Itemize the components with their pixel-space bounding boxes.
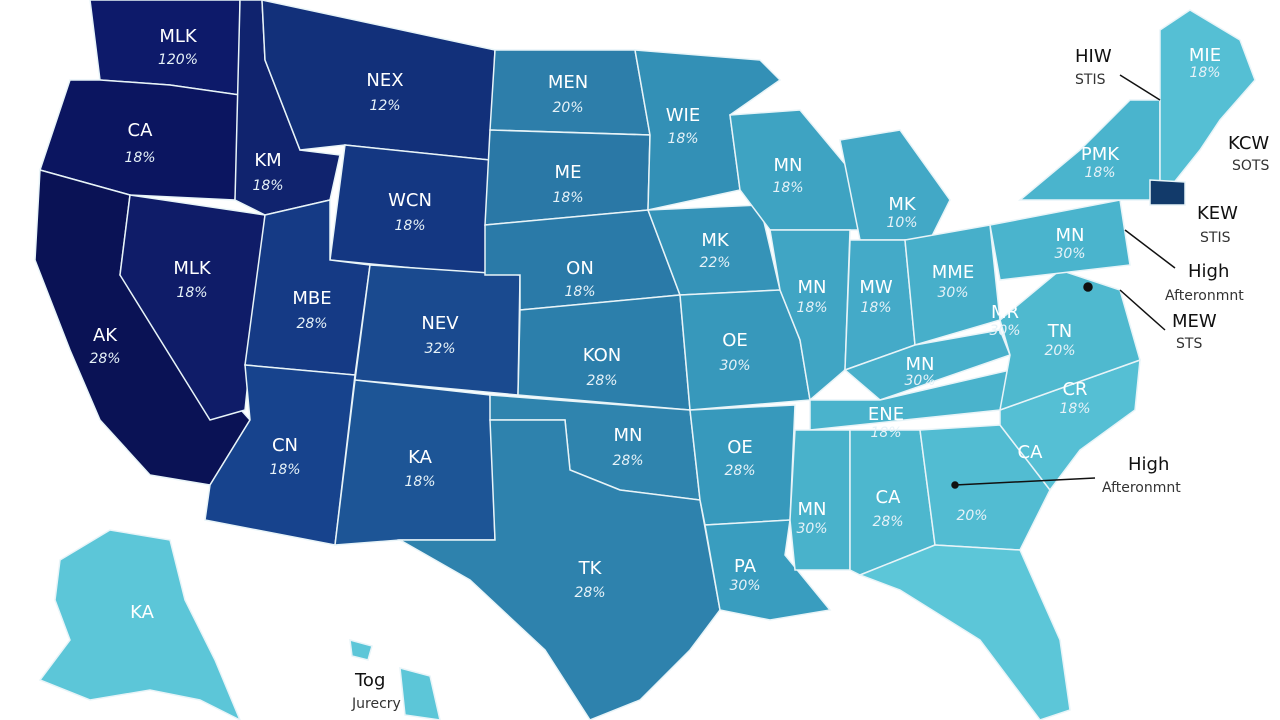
- region-label: TN: [1047, 321, 1072, 342]
- region-label: MN: [906, 354, 935, 375]
- region-label: AK: [93, 325, 118, 346]
- callout-subtitle: SOTS: [1232, 158, 1269, 174]
- region-labels: MLK 120% CA 18% KM 18% NEX 12% MEN 20% M…: [89, 26, 1221, 623]
- footer-title: Tog: [354, 670, 385, 691]
- region-label: MN: [1056, 225, 1085, 246]
- region-label: MK: [888, 194, 917, 215]
- region-value: 18%: [1084, 165, 1115, 181]
- region-label: OE: [727, 437, 753, 458]
- region-label: ON: [566, 258, 594, 279]
- region-value: 18%: [552, 190, 583, 206]
- region-value: 18%: [564, 284, 595, 300]
- callout-title: High: [1128, 454, 1169, 475]
- callouts: HIW STIS KCW SOTS KEW STIS High Afteronm…: [351, 46, 1269, 712]
- region-value: 18%: [667, 131, 698, 147]
- region-value: 28%: [574, 585, 605, 601]
- region-label: MLK: [173, 258, 212, 279]
- region-label: CN: [272, 435, 298, 456]
- region-label: WIE: [666, 105, 700, 126]
- region-value: 18%: [1189, 65, 1220, 81]
- region-label: CA: [1018, 442, 1044, 463]
- region-value: 18%: [860, 300, 891, 316]
- region-label: MIE: [1189, 45, 1221, 66]
- region-value: 12%: [369, 98, 400, 114]
- callout-title: KCW: [1228, 133, 1269, 154]
- region-label: KA: [130, 602, 154, 623]
- region-label: NEV: [421, 313, 459, 334]
- region-value: 22%: [699, 255, 730, 271]
- region-value: 18%: [269, 462, 300, 478]
- callout-title: KEW: [1197, 203, 1238, 224]
- region-label: ENE: [868, 404, 904, 425]
- region-value: 20%: [552, 100, 583, 116]
- region-label: OE: [722, 330, 748, 351]
- callout-subtitle: STIS: [1075, 72, 1106, 88]
- region-label: MBE: [292, 288, 331, 309]
- region-label: CA: [876, 487, 902, 508]
- region-label: KON: [583, 345, 621, 366]
- region-value: 18%: [404, 474, 435, 490]
- region-value: 30%: [904, 373, 935, 389]
- region-label: PMK: [1081, 144, 1120, 165]
- region-label: PA: [734, 556, 757, 577]
- region-label: MN: [798, 277, 827, 298]
- region-label: KM: [254, 150, 281, 171]
- region-label: NEX: [366, 70, 403, 91]
- region-value: 18%: [124, 150, 155, 166]
- region-label: MLK: [159, 26, 198, 47]
- callout-subtitle: STS: [1176, 336, 1202, 352]
- region-value: 18%: [772, 180, 803, 196]
- region-label: CA: [128, 120, 154, 141]
- region-value: 32%: [424, 341, 455, 357]
- footer-subtitle: Jurecry: [351, 696, 401, 712]
- region-value: 28%: [296, 316, 327, 332]
- region-value: 18%: [252, 178, 283, 194]
- region-value: 20%: [956, 508, 987, 524]
- callout-subtitle: Afteronmnt: [1165, 288, 1244, 304]
- callout-subtitle: STIS: [1200, 230, 1231, 246]
- region-value: 28%: [89, 351, 120, 367]
- region-value: 20%: [1044, 343, 1075, 359]
- region-label: CR: [1062, 379, 1087, 400]
- callout-subtitle: Afteronmnt: [1102, 480, 1181, 496]
- region-value: 18%: [870, 425, 901, 441]
- region-value: 30%: [796, 521, 827, 537]
- region-value: 28%: [872, 514, 903, 530]
- callout-title: MEW: [1172, 311, 1217, 332]
- region-label: MN: [798, 499, 827, 520]
- region-label: MR: [991, 302, 1019, 323]
- region-label: MN: [774, 155, 803, 176]
- region-value: 28%: [612, 453, 643, 469]
- region-label: WCN: [388, 190, 432, 211]
- region-label: MW: [859, 277, 893, 298]
- region-value: 30%: [989, 323, 1020, 339]
- region-value: 30%: [1054, 246, 1085, 262]
- region-value: 30%: [729, 578, 760, 594]
- region-value: 18%: [1059, 401, 1090, 417]
- state-shapes: [34, 0, 1256, 720]
- callout-title: HIW: [1075, 46, 1112, 67]
- region-label: MEN: [548, 72, 588, 93]
- region-label: MK: [701, 230, 730, 251]
- region-value: 18%: [176, 285, 207, 301]
- callout-title: High: [1188, 261, 1229, 282]
- region-value: 30%: [719, 358, 750, 374]
- region-label: TK: [578, 558, 603, 579]
- region-value: 18%: [796, 300, 827, 316]
- region-value: 120%: [158, 52, 198, 68]
- region-value: 18%: [394, 218, 425, 234]
- region-value: 10%: [886, 215, 917, 231]
- region-value: 28%: [724, 463, 755, 479]
- region-value: 30%: [937, 285, 968, 301]
- region-label: ME: [555, 162, 582, 183]
- region-label: MME: [932, 262, 974, 283]
- region-label: MN: [614, 425, 643, 446]
- region-label: KA: [408, 447, 432, 468]
- callout-lines: [951, 74, 1176, 489]
- region-value: 28%: [586, 373, 617, 389]
